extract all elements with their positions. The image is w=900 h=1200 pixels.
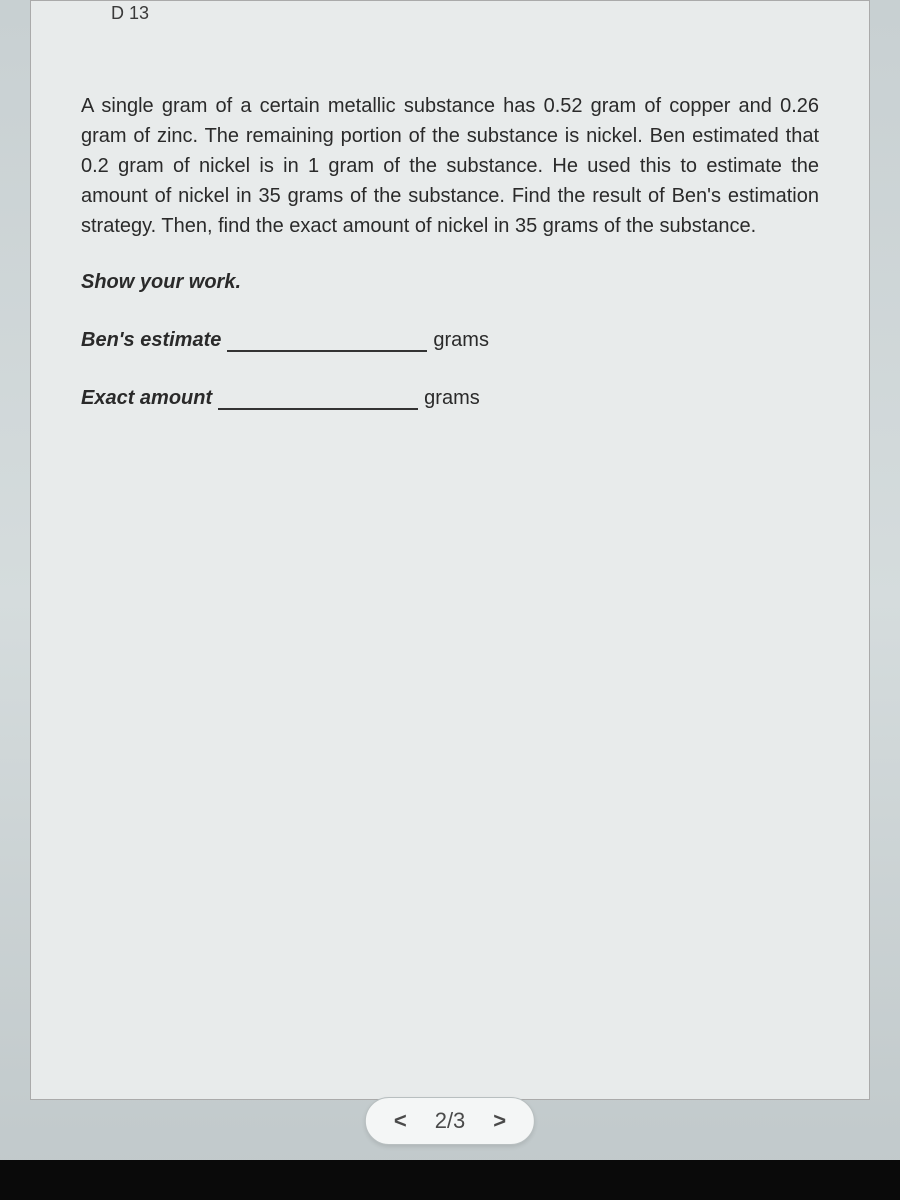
exact-amount-row: Exact amount grams <box>81 387 819 410</box>
exact-amount-label: Exact amount <box>81 387 212 410</box>
worksheet-page: D 13 A single gram of a certain metallic… <box>30 0 870 1100</box>
question-text: A single gram of a certain metallic subs… <box>81 91 819 241</box>
grams-unit: grams <box>433 329 489 352</box>
exact-amount-input[interactable] <box>218 388 418 410</box>
bens-estimate-input[interactable] <box>227 330 427 352</box>
prev-page-button[interactable]: < <box>394 1108 407 1134</box>
question-marker: D 13 <box>111 1 149 24</box>
bens-estimate-label: Ben's estimate <box>81 329 221 352</box>
grams-unit: grams <box>424 387 480 410</box>
bottom-bar <box>0 1160 900 1200</box>
next-page-button[interactable]: > <box>493 1108 506 1134</box>
page-navigator: < 2/3 > <box>365 1097 535 1145</box>
page-indicator: 2/3 <box>435 1108 466 1134</box>
show-work-instruction: Show your work. <box>81 271 819 294</box>
bens-estimate-row: Ben's estimate grams <box>81 329 819 352</box>
